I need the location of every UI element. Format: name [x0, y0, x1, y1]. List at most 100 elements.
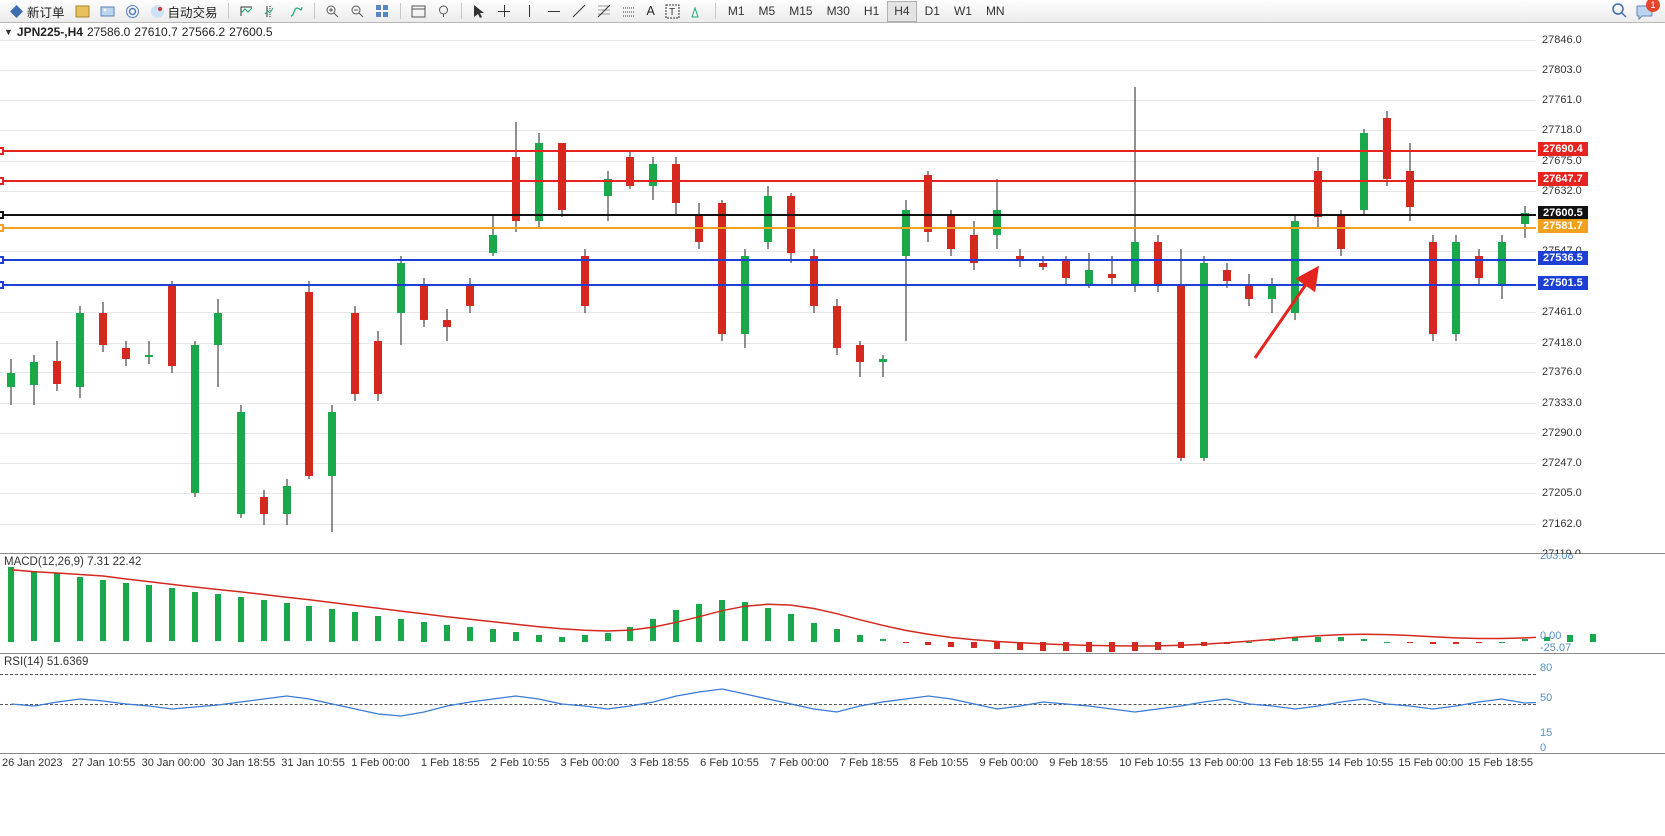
zoom-out-button[interactable] [346, 1, 369, 22]
candlestick[interactable] [1016, 23, 1024, 554]
candlestick[interactable] [1498, 23, 1506, 554]
candlestick[interactable] [260, 23, 268, 554]
candlestick[interactable] [53, 23, 61, 554]
data-window-icon-button[interactable] [407, 1, 430, 22]
candlestick[interactable] [1200, 23, 1208, 554]
candlestick[interactable] [672, 23, 680, 554]
candlestick[interactable] [328, 23, 336, 554]
candlestick[interactable] [374, 23, 382, 554]
candlestick[interactable] [1177, 23, 1185, 554]
candlestick[interactable] [902, 23, 910, 554]
horizontal-level-line[interactable] [0, 214, 1536, 216]
candlestick[interactable] [489, 23, 497, 554]
horizontal-level-marker[interactable] [0, 177, 4, 185]
crosshair-icon[interactable] [493, 1, 516, 22]
arrow-select-icon[interactable] [468, 1, 491, 22]
horizontal-level-line[interactable] [0, 227, 1536, 229]
zoom-in-button[interactable] [321, 1, 344, 22]
scale-icon-button[interactable] [260, 1, 283, 22]
candlestick[interactable] [76, 23, 84, 554]
candlestick[interactable] [558, 23, 566, 554]
candlestick[interactable] [1337, 23, 1345, 554]
timeframe-h1[interactable]: H1 [858, 1, 885, 22]
horizontal-level-line[interactable] [0, 284, 1536, 286]
candlestick[interactable] [1062, 23, 1070, 554]
candlestick[interactable] [214, 23, 222, 554]
trendline-icon[interactable] [568, 1, 591, 22]
horizontal-line-icon[interactable] [543, 1, 566, 22]
candlestick[interactable] [535, 23, 543, 554]
vertical-line-icon[interactable] [518, 1, 541, 22]
candlestick[interactable] [787, 23, 795, 554]
candlestick[interactable] [512, 23, 520, 554]
open-chart-icon-button[interactable] [96, 1, 119, 22]
price-chart-panel[interactable]: 27846.0 27803.0 27761.0 27718.0 27675.0 27632… [0, 23, 1665, 554]
auto-trading-button[interactable]: 自动交易 [146, 1, 222, 22]
candlestick[interactable] [30, 23, 38, 554]
candlestick[interactable] [1383, 23, 1391, 554]
candlestick[interactable] [741, 23, 749, 554]
timeframe-h4[interactable]: H4 [887, 1, 916, 22]
candlestick[interactable] [1085, 23, 1093, 554]
candlestick[interactable] [947, 23, 955, 554]
save-icon-button[interactable] [71, 1, 94, 22]
candlestick[interactable] [970, 23, 978, 554]
fibonacci-icon[interactable] [593, 1, 616, 22]
horizontal-level-marker[interactable] [0, 224, 4, 232]
candlestick[interactable] [1291, 23, 1299, 554]
dotted-line-icon[interactable] [618, 1, 641, 22]
candlestick[interactable] [466, 23, 474, 554]
horizontal-level-marker[interactable] [0, 281, 4, 289]
candlestick[interactable] [1039, 23, 1047, 554]
connection-icon-button[interactable] [121, 1, 144, 22]
candlestick[interactable] [1131, 23, 1139, 554]
curve-icon-button[interactable] [285, 1, 308, 22]
timeframe-d1[interactable]: D1 [919, 1, 946, 22]
candlestick[interactable] [122, 23, 130, 554]
timeframe-w1[interactable]: W1 [948, 1, 978, 22]
candlestick[interactable] [1154, 23, 1162, 554]
candlestick[interactable] [1108, 23, 1116, 554]
candlestick[interactable] [1268, 23, 1276, 554]
candlestick[interactable] [764, 23, 772, 554]
timeframe-m30[interactable]: M30 [821, 1, 856, 22]
shapes-icon[interactable] [686, 1, 709, 22]
new-order-button[interactable]: 新订单 [4, 1, 69, 22]
horizontal-level-marker[interactable] [0, 147, 4, 155]
candlestick[interactable] [443, 23, 451, 554]
candlestick[interactable] [1360, 23, 1368, 554]
candlestick[interactable] [99, 23, 107, 554]
alerts-icon-button[interactable] [432, 1, 455, 22]
candlestick[interactable] [1314, 23, 1322, 554]
symbol-dropdown-icon[interactable]: ▼ [4, 27, 13, 37]
horizontal-level-marker[interactable] [0, 256, 4, 264]
text-a-icon[interactable]: A [643, 1, 659, 22]
candlestick[interactable] [191, 23, 199, 554]
horizontal-level-line[interactable] [0, 259, 1536, 261]
rsi-indicator-panel[interactable]: RSI(14) 51.6369 1008050150 [0, 654, 1665, 754]
candlestick[interactable] [7, 23, 15, 554]
timeframe-mn[interactable]: MN [980, 1, 1011, 22]
notification-count-badge[interactable]: 1 [1646, 0, 1660, 12]
notifications-button[interactable]: 1 [1636, 3, 1653, 20]
timeframe-m1[interactable]: M1 [722, 1, 751, 22]
candlestick[interactable] [1475, 23, 1483, 554]
candlestick[interactable] [1429, 23, 1437, 554]
search-button[interactable] [1612, 3, 1628, 19]
candlestick[interactable] [604, 23, 612, 554]
candlestick[interactable] [145, 23, 153, 554]
candlestick[interactable] [581, 23, 589, 554]
candlestick[interactable] [1223, 23, 1231, 554]
candlestick[interactable] [833, 23, 841, 554]
candlestick[interactable] [1406, 23, 1414, 554]
candlestick[interactable] [993, 23, 1001, 554]
candlestick[interactable] [856, 23, 864, 554]
candlestick[interactable] [1245, 23, 1253, 554]
candlestick[interactable] [1452, 23, 1460, 554]
scale-fix-icon-button[interactable] [235, 1, 258, 22]
candlestick[interactable] [695, 23, 703, 554]
macd-indicator-panel[interactable]: MACD(12,26,9) 7.31 22.42 203.08 0.00 -25.0… [0, 554, 1665, 654]
timeframe-m5[interactable]: M5 [753, 1, 782, 22]
candlestick[interactable] [420, 23, 428, 554]
timeframe-m15[interactable]: M15 [783, 1, 818, 22]
